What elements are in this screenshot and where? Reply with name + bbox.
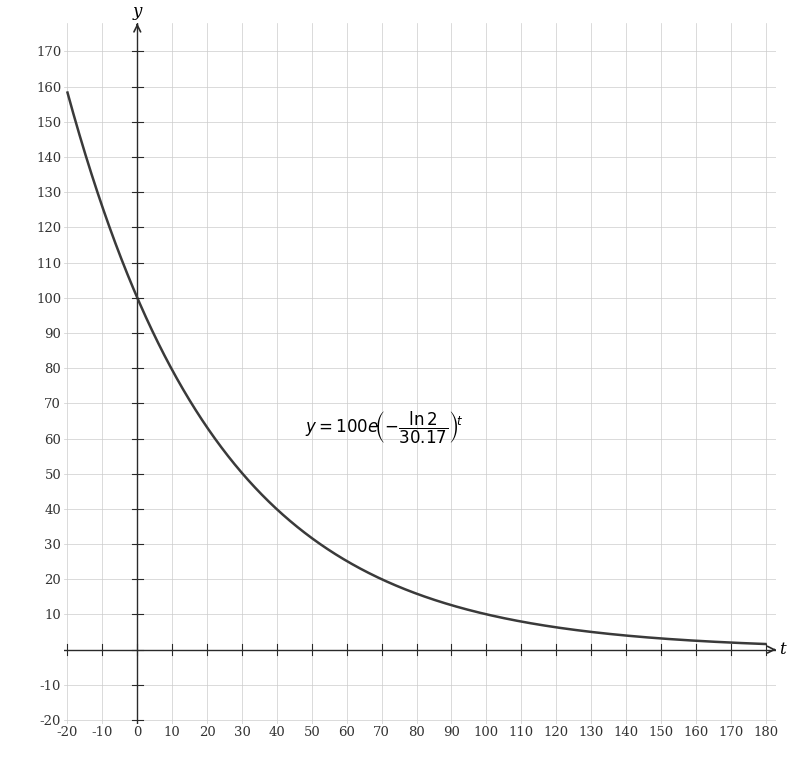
Text: y: y [133, 3, 142, 19]
Text: $y = 100e\!\left(-\dfrac{\ln 2}{30.17}\right)^{\!t}$: $y = 100e\!\left(-\dfrac{\ln 2}{30.17}\r… [305, 410, 464, 446]
Text: t: t [779, 641, 786, 658]
